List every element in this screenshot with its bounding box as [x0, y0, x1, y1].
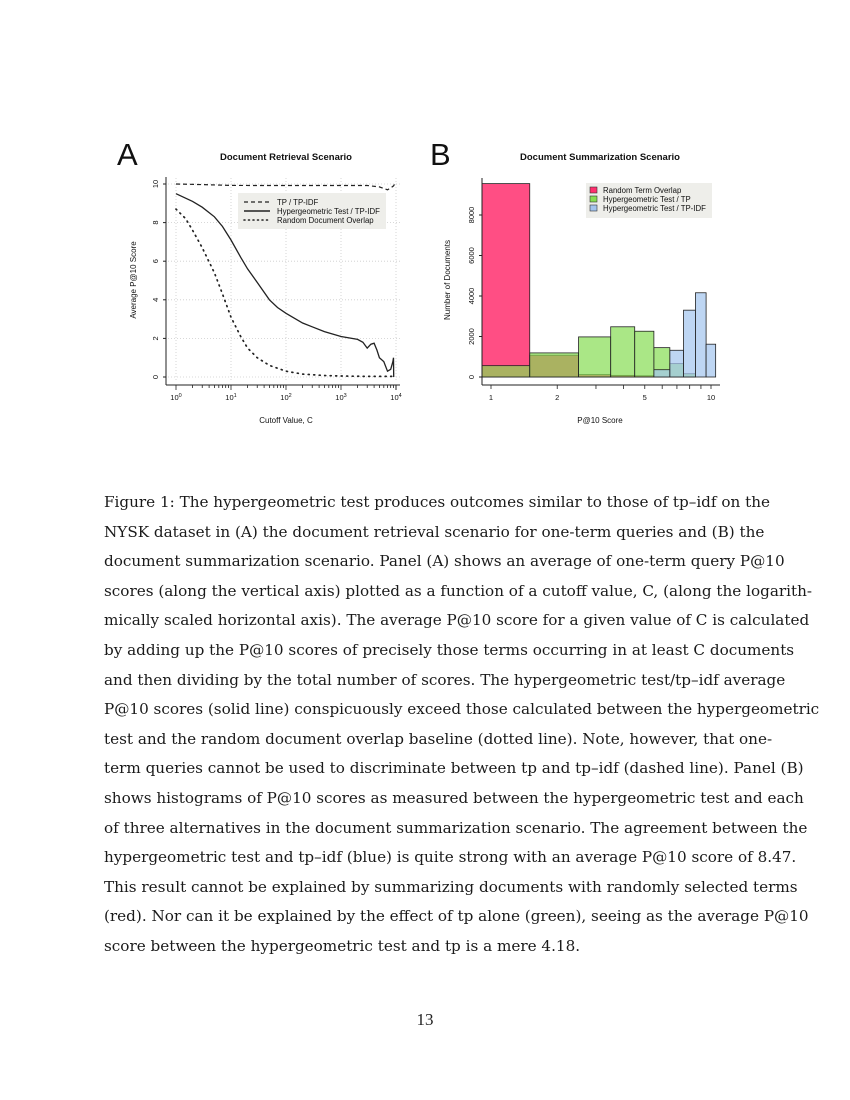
x-tick-label: 103 [335, 393, 346, 402]
x-tick-label: 5 [643, 393, 647, 402]
histogram-bar [669, 349, 684, 378]
figure-caption: Figure 1: The hypergeometric test produc… [104, 488, 820, 962]
panel-a-lines [175, 183, 397, 378]
y-tick-label: 6000 [467, 247, 476, 264]
panel-b-title: Document Summarization Scenario [520, 152, 680, 163]
panel-b-ylabel: Number of Documents [443, 240, 452, 320]
histogram-bar [653, 369, 671, 378]
caption-line: of three alternatives in the document su… [104, 818, 808, 837]
legend-label-tp: TP / TP-IDF [277, 198, 319, 207]
caption-line: mically scaled horizontal axis). The ave… [104, 611, 810, 630]
x-tick-label: 101 [225, 393, 236, 402]
legend-background [586, 183, 712, 218]
x-tick-label: 1 [489, 393, 493, 402]
histogram-bar [481, 365, 531, 378]
caption-line: term queries cannot be used to discrimin… [104, 759, 804, 778]
histogram-bar [634, 330, 655, 378]
x-tick-label: 10 [707, 393, 715, 402]
panel-a-xlabel: Cutoff Value, C [259, 416, 313, 425]
y-tick-label: 2 [151, 336, 160, 340]
caption-line: document summarization scenario. Panel (… [104, 552, 785, 571]
histogram-bar [705, 343, 717, 378]
caption-line: and then dividing by the total number of… [104, 670, 786, 689]
caption-line: test and the random document overlap bas… [104, 729, 773, 748]
series-line-dotted [175, 208, 397, 378]
legend-label-hyper-tp: Hypergeometric Test / TP [603, 195, 691, 204]
panel-a-ylabel: Average P@10 Score [129, 241, 138, 319]
caption-line: Figure 1: The hypergeometric test produc… [104, 493, 770, 511]
legend-label-random: Random Document Overlap [277, 216, 374, 225]
histogram-bar [610, 326, 636, 378]
panel-a: A Document Retrieval Scenario 0 2 4 6 8 10 100… [117, 137, 402, 425]
panel-b: B Document Summarization Scenario 0 2000 4… [430, 137, 720, 425]
panel-a-label: A [117, 137, 138, 172]
legend-swatch-blue [589, 204, 598, 212]
histogram-bar [529, 352, 579, 378]
caption-line: P@10 scores (solid line) conspicuously e… [104, 700, 820, 719]
caption-line: scores (along the vertical axis) plotted… [104, 581, 813, 600]
x-tick-label: 102 [280, 393, 291, 402]
panel-b-legend: Random Term Overlap Hypergeometric Test … [586, 183, 712, 218]
legend-label-random-term: Random Term Overlap [603, 186, 682, 195]
histogram-bar [578, 336, 612, 378]
caption-line: hypergeometric test and tp–idf (blue) is… [104, 848, 797, 867]
panel-b-label: B [430, 137, 451, 172]
caption-line: shows histograms of P@10 scores as measu… [104, 788, 804, 807]
legend-swatch-green [589, 195, 598, 203]
panel-a-axes: 0 2 4 6 8 10 100 101 102 103 104 [151, 177, 402, 402]
x-tick-label: 104 [390, 393, 401, 402]
caption-line: NYSK dataset in (A) the document retriev… [104, 522, 765, 541]
series-line-dashed [175, 183, 396, 191]
x-tick-label: 100 [170, 393, 181, 402]
legend-swatch-red [589, 186, 598, 194]
y-tick-label: 8 [151, 221, 160, 225]
caption-line: (red). Nor can it be explained by the ef… [104, 907, 809, 926]
y-tick-label: 4 [151, 298, 160, 302]
y-tick-label: 4000 [467, 288, 476, 305]
panel-b-bars [481, 183, 717, 378]
x-tick-label: 2 [555, 393, 559, 402]
caption-line: by adding up the P@10 scores of precisel… [104, 640, 795, 659]
legend-label-hyper-tpidf: Hypergeometric Test / TP-IDF [603, 204, 706, 213]
legend-label-hyper: Hypergeometric Test / TP-IDF [277, 207, 380, 216]
y-tick-label: 6 [151, 259, 160, 263]
panel-b-axes: 0 2000 4000 6000 8000 1 2 5 10 [467, 178, 720, 402]
y-tick-label: 10 [151, 180, 160, 188]
histogram-bar [683, 309, 696, 378]
y-tick-label: 0 [467, 375, 476, 379]
figure-1: A Document Retrieval Scenario 0246810100… [117, 137, 720, 425]
panel-a-legend: TP / TP-IDF Hypergeometric Test / TP-IDF… [238, 193, 386, 229]
page-number: 13 [416, 1010, 434, 1029]
caption-line: score between the hypergeometric test an… [104, 936, 581, 955]
histogram-bar [481, 183, 531, 378]
series-line-solid [175, 193, 395, 378]
y-tick-label: 0 [151, 375, 160, 379]
histogram-bar [695, 292, 707, 378]
y-tick-label: 8000 [467, 207, 476, 224]
panel-a-title: Document Retrieval Scenario [220, 152, 352, 163]
panel-b-xlabel: P@10 Score [577, 416, 623, 425]
caption-line: This result cannot be explained by summa… [104, 877, 798, 896]
y-tick-label: 2000 [467, 328, 476, 345]
